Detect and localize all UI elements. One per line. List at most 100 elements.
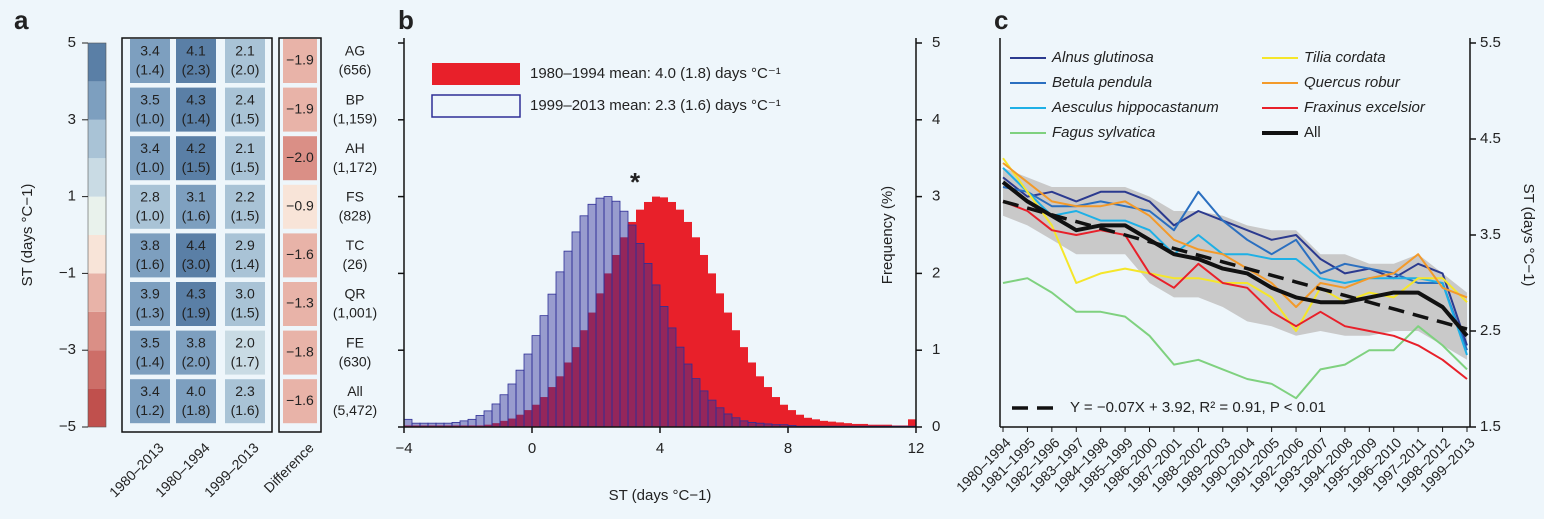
cell-value: −1.3 <box>286 295 314 311</box>
cell <box>283 39 317 83</box>
legend-label: Quercus robur <box>1304 74 1401 91</box>
histogram-bar <box>908 419 916 427</box>
histogram-bar <box>547 293 557 428</box>
cell <box>130 233 170 278</box>
y2-tick-label: 2.5 <box>1480 322 1501 339</box>
histogram-bar <box>764 387 772 427</box>
histogram-bar <box>476 425 484 427</box>
cell <box>176 136 216 181</box>
histogram-bar <box>475 415 485 428</box>
histogram-bar <box>403 418 413 428</box>
histogram-bar <box>812 419 820 427</box>
histogram-bar <box>684 221 692 427</box>
cell-error: (1.5) <box>231 159 260 175</box>
histogram-bar <box>404 425 412 427</box>
histogram-bar <box>459 420 469 428</box>
panel-letter: c <box>994 5 1008 35</box>
colorbar-step <box>88 119 106 159</box>
cell-error: (1.6) <box>231 402 260 418</box>
histogram-bar <box>539 315 549 428</box>
cell-value: 4.4 <box>186 237 206 253</box>
cell-error: (1.7) <box>231 353 260 369</box>
legend-label: Y = −0.07X + 3.92, R² = 0.91, P < 0.01 <box>1070 399 1326 416</box>
cell <box>130 330 170 375</box>
cell <box>225 184 265 229</box>
histogram-bar <box>699 390 709 428</box>
column-label: Difference <box>260 439 316 495</box>
histogram-bar <box>652 196 660 427</box>
cell-value: 2.1 <box>235 43 255 59</box>
histogram-bar <box>796 414 804 427</box>
cell-error: (1.5) <box>182 159 211 175</box>
histogram-bar <box>524 410 532 427</box>
cell-value: 2.1 <box>235 140 255 156</box>
row-count: (656) <box>339 62 372 78</box>
cell <box>283 282 317 326</box>
cell <box>283 330 317 375</box>
cell-error: (1.4) <box>136 353 165 369</box>
cell-error: (2.0) <box>231 62 260 78</box>
histogram-bar <box>828 421 836 427</box>
histogram-bar <box>731 417 741 428</box>
cell <box>283 136 317 181</box>
histogram-bar <box>715 407 725 428</box>
cell <box>130 282 170 326</box>
histogram-bar <box>548 387 556 427</box>
histogram-bar <box>788 410 796 427</box>
x-tick-label: 4 <box>656 440 664 457</box>
legend-label: Tilia cordata <box>1304 49 1386 66</box>
colorbar-frame <box>87 42 107 428</box>
cell-error: (1.0) <box>136 110 165 126</box>
row-count: (828) <box>339 208 372 224</box>
histogram-bar <box>580 330 588 427</box>
row-label: FS <box>346 189 364 205</box>
histogram-bar <box>460 425 468 427</box>
histogram-bar <box>748 362 756 427</box>
cell-value: 3.4 <box>140 140 160 156</box>
cell <box>283 184 317 229</box>
cell-error: (1.6) <box>182 208 211 224</box>
cell-value: 2.2 <box>235 189 255 205</box>
histogram-bar <box>595 197 605 428</box>
series-line <box>1002 157 1468 332</box>
cell <box>130 87 170 132</box>
histogram-bar <box>412 425 420 427</box>
row-count: (630) <box>339 353 372 369</box>
cell-value: 3.8 <box>186 334 206 350</box>
histogram-bar <box>675 346 685 428</box>
cell-value: 3.5 <box>140 91 160 107</box>
histogram-bar <box>483 410 493 428</box>
cell <box>176 379 216 424</box>
cell-error: (1.5) <box>231 305 260 321</box>
cell-error: (1.2) <box>136 402 165 418</box>
legend-label: Fraxinus excelsior <box>1304 99 1426 116</box>
histogram-bar <box>692 237 700 427</box>
legend-swatch <box>431 94 521 118</box>
cell <box>176 87 216 132</box>
cell-value: 3.0 <box>235 286 255 302</box>
legend-label: Aesculus hippocastanum <box>1051 99 1219 116</box>
y-tick-label: 5 <box>68 34 76 51</box>
row-count: (1,001) <box>333 305 377 321</box>
colorbar-step <box>88 235 106 274</box>
cell-value: −0.9 <box>286 198 314 214</box>
histogram-bar <box>572 347 580 427</box>
histogram-bar <box>756 376 764 427</box>
cell-error: (1.4) <box>231 256 260 272</box>
series-line <box>1001 180 1469 338</box>
cell-error: (1.8) <box>182 402 211 418</box>
legend-label: All <box>1304 124 1321 141</box>
trend-line <box>1002 199 1468 331</box>
row-label: All <box>347 383 363 399</box>
row-label: QR <box>345 286 366 302</box>
histogram-bar <box>564 362 572 427</box>
y2-tick-label: 5.5 <box>1480 34 1501 51</box>
cell-value: 2.3 <box>235 383 255 399</box>
histogram-bar <box>635 243 645 428</box>
row-label: AG <box>345 43 365 59</box>
y-tick-label: 2 <box>932 264 940 281</box>
cell-error: (1.9) <box>182 305 211 321</box>
histogram-bar <box>579 215 589 428</box>
